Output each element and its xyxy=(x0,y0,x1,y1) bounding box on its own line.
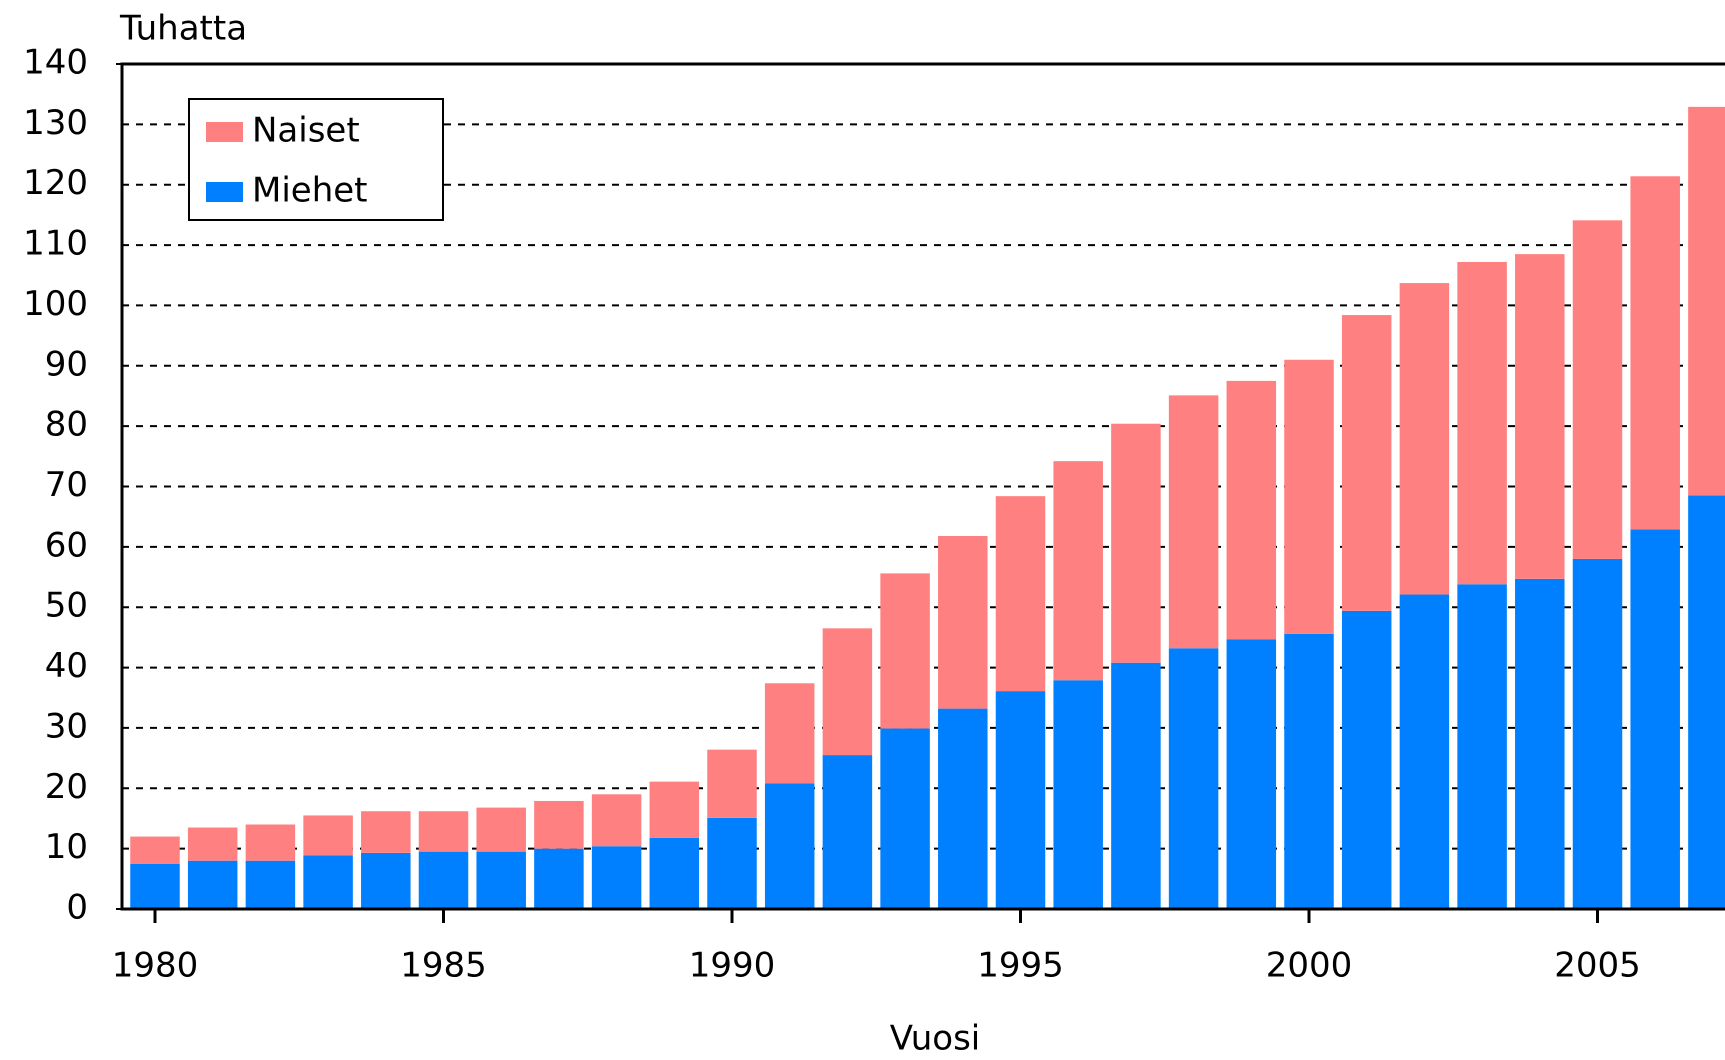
bar-segment xyxy=(130,836,180,864)
bar-segment xyxy=(649,781,700,838)
bar-segment xyxy=(764,683,815,784)
bar-segment xyxy=(1572,220,1623,559)
bar-segment xyxy=(1341,315,1392,611)
bar-segment xyxy=(649,837,700,909)
y-tick-label: 110 xyxy=(23,224,88,264)
y-tick-label: 0 xyxy=(66,888,88,928)
plot-frame xyxy=(120,62,1725,911)
y-tick-label: 130 xyxy=(23,103,88,143)
bar-segment xyxy=(245,860,296,909)
bar-segment xyxy=(707,749,757,818)
bar-segment xyxy=(303,855,353,909)
legend-swatch xyxy=(206,122,243,142)
bars xyxy=(130,106,1725,909)
y-tick-label: 20 xyxy=(45,767,88,807)
bar-segment xyxy=(1630,176,1680,530)
bar-segment xyxy=(1284,633,1334,909)
bar-segment xyxy=(880,573,930,729)
bar-segment xyxy=(361,811,411,853)
y-tick-label: 60 xyxy=(45,525,88,565)
y-tick-label: 140 xyxy=(23,43,88,83)
bar-segment xyxy=(534,848,584,909)
bar-segment xyxy=(361,852,411,909)
bar-segment xyxy=(1572,558,1623,909)
bar-segment xyxy=(1168,395,1219,649)
bar-segment xyxy=(995,691,1046,909)
bar-segment xyxy=(1111,662,1161,909)
x-tick-label: 1995 xyxy=(977,946,1064,986)
bar-segment xyxy=(1226,380,1277,640)
bar-segment xyxy=(1515,254,1565,579)
bar-segment xyxy=(1688,106,1725,496)
bar-segment xyxy=(880,728,930,909)
x-axis-label: Vuosi xyxy=(890,1019,980,1059)
bar-segment xyxy=(822,755,873,909)
bar-segment xyxy=(764,783,815,909)
legend-swatch xyxy=(206,182,243,202)
bar-segment xyxy=(995,496,1046,692)
bar-segment xyxy=(822,628,873,756)
bar-segment xyxy=(1457,261,1507,585)
bar-segment xyxy=(1515,578,1565,909)
bar-segment xyxy=(1399,283,1450,595)
bar-segment xyxy=(591,846,642,909)
bar-segment xyxy=(187,827,238,861)
bar-segment xyxy=(187,860,238,909)
bar-segment xyxy=(1168,648,1219,909)
bar-segment xyxy=(418,811,469,852)
y-tick-label: 90 xyxy=(45,344,88,384)
x-tick-label: 2005 xyxy=(1554,946,1641,986)
bar-segment xyxy=(1226,639,1277,909)
x-tick-label: 1990 xyxy=(689,946,776,986)
x-tick-label: 1980 xyxy=(112,946,199,986)
bar-segment xyxy=(938,535,988,709)
bar-segment xyxy=(1053,680,1103,909)
bar-segment xyxy=(1399,594,1450,909)
bar-segment xyxy=(707,817,757,909)
bar-segment xyxy=(1053,461,1103,681)
y-tick-label: 120 xyxy=(23,163,88,203)
legend-label: Naiset xyxy=(252,111,360,151)
bar-segment xyxy=(1630,529,1680,909)
bar-segment xyxy=(245,824,296,861)
x-tick-label: 2000 xyxy=(1266,946,1353,986)
bar-segment xyxy=(938,708,988,909)
y-tick-label: 80 xyxy=(45,405,88,445)
y-axis-label: Tuhatta xyxy=(119,9,247,49)
bar-segment xyxy=(1341,610,1392,909)
y-tick-label: 100 xyxy=(23,284,88,324)
bar-segment xyxy=(418,851,469,909)
y-tick-label: 70 xyxy=(45,465,88,505)
bar-segment xyxy=(303,815,353,856)
bar-segment xyxy=(591,794,642,847)
y-tick-label: 50 xyxy=(45,586,88,626)
y-tick-label: 40 xyxy=(45,646,88,686)
y-tick-label: 10 xyxy=(45,827,88,867)
x-tick-label: 1985 xyxy=(400,946,487,986)
bar-segment xyxy=(476,807,526,852)
bar-segment xyxy=(1111,423,1161,663)
bar-segment xyxy=(534,800,584,849)
bar-segment xyxy=(1457,584,1507,909)
legend-label: Miehet xyxy=(252,171,368,211)
y-tick-label: 30 xyxy=(45,706,88,746)
bar-segment xyxy=(1688,495,1725,909)
bar-segment xyxy=(476,851,526,909)
bar-segment xyxy=(130,863,180,909)
bar-segment xyxy=(1284,359,1334,634)
